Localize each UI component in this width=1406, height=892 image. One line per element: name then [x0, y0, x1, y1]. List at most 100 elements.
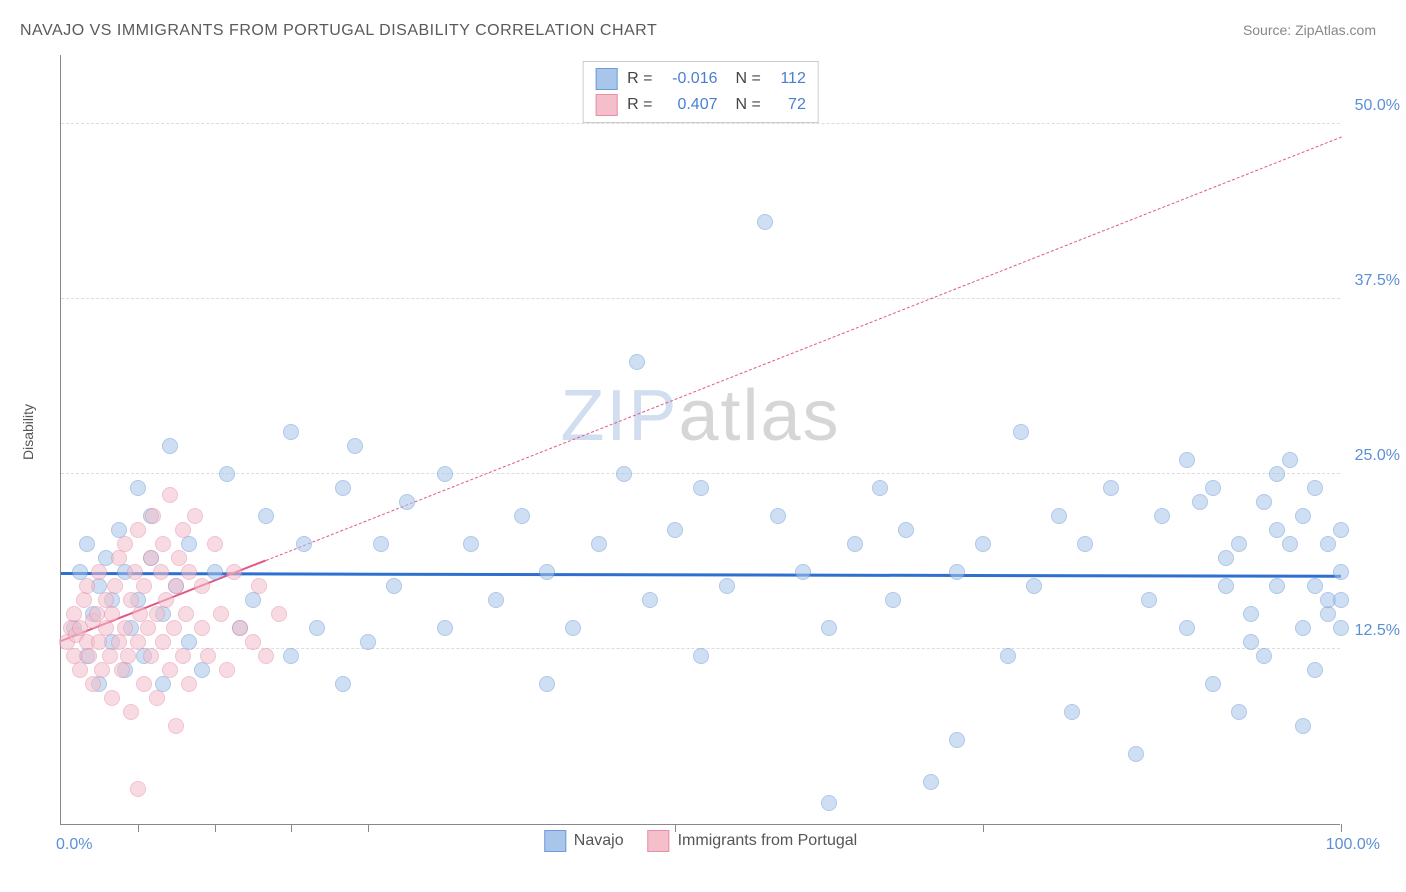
x-tick [1341, 824, 1342, 832]
x-axis-min-label: 0.0% [56, 836, 92, 854]
data-point [1269, 522, 1285, 538]
data-point [104, 606, 120, 622]
data-point [885, 592, 901, 608]
stat-n-label: N = [736, 96, 761, 114]
data-point [347, 438, 363, 454]
data-point [296, 536, 312, 552]
data-point [591, 536, 607, 552]
data-point [1295, 620, 1311, 636]
data-point [514, 508, 530, 524]
stat-n-label: N = [736, 70, 761, 88]
data-point [76, 592, 92, 608]
data-point [143, 550, 159, 566]
data-point [140, 620, 156, 636]
data-point [226, 564, 242, 580]
data-point [463, 536, 479, 552]
data-point [335, 676, 351, 692]
data-point [107, 578, 123, 594]
data-point [949, 564, 965, 580]
stat-legend-row: R =-0.016N =112 [595, 66, 806, 92]
data-point [1320, 606, 1336, 622]
stat-r-label: R = [627, 96, 652, 114]
data-point [693, 480, 709, 496]
data-point [795, 564, 811, 580]
stats-legend: R =-0.016N =112R =0.407N =72 [582, 61, 819, 123]
data-point [136, 578, 152, 594]
data-point [114, 662, 130, 678]
data-point [162, 438, 178, 454]
data-point [72, 662, 88, 678]
data-point [1051, 508, 1067, 524]
y-tick-label: 50.0% [1355, 97, 1400, 115]
data-point [102, 648, 118, 664]
stat-n-value: 112 [771, 70, 806, 88]
data-point [1282, 536, 1298, 552]
data-point [181, 564, 197, 580]
data-point [693, 648, 709, 664]
data-point [1269, 578, 1285, 594]
data-point [923, 774, 939, 790]
legend-swatch [595, 68, 617, 90]
gridline [61, 123, 1340, 124]
data-point [258, 508, 274, 524]
data-point [437, 620, 453, 636]
data-point [187, 508, 203, 524]
x-tick [368, 824, 369, 832]
data-point [1128, 746, 1144, 762]
legend-label: Immigrants from Portugal [678, 832, 858, 850]
data-point [770, 508, 786, 524]
data-point [1333, 592, 1349, 608]
gridline [61, 473, 1340, 474]
data-point [158, 592, 174, 608]
data-point [175, 648, 191, 664]
data-point [488, 592, 504, 608]
data-point [373, 536, 389, 552]
data-point [194, 620, 210, 636]
data-point [1243, 634, 1259, 650]
data-point [1218, 550, 1234, 566]
data-point [616, 466, 632, 482]
data-point [166, 620, 182, 636]
data-point [1231, 536, 1247, 552]
data-point [1205, 676, 1221, 692]
data-point [123, 704, 139, 720]
data-point [175, 522, 191, 538]
data-point [437, 466, 453, 482]
data-point [79, 536, 95, 552]
data-point [194, 662, 210, 678]
data-point [207, 536, 223, 552]
data-point [1141, 592, 1157, 608]
legend-label: Navajo [574, 832, 624, 850]
data-point [245, 592, 261, 608]
stat-r-value: 0.407 [663, 96, 718, 114]
legend-item: Navajo [544, 830, 624, 852]
data-point [145, 508, 161, 524]
x-tick [138, 824, 139, 832]
data-point [898, 522, 914, 538]
data-point [386, 578, 402, 594]
legend-item: Immigrants from Portugal [648, 830, 858, 852]
data-point [155, 634, 171, 650]
data-point [178, 606, 194, 622]
data-point [539, 564, 555, 580]
legend-swatch [595, 94, 617, 116]
data-point [130, 634, 146, 650]
data-point [1333, 522, 1349, 538]
data-point [219, 662, 235, 678]
data-point [1154, 508, 1170, 524]
data-point [117, 536, 133, 552]
data-point [85, 676, 101, 692]
data-point [181, 676, 197, 692]
data-point [1231, 704, 1247, 720]
y-tick-label: 37.5% [1355, 272, 1400, 290]
data-point [232, 620, 248, 636]
data-point [91, 564, 107, 580]
data-point [1320, 536, 1336, 552]
data-point [130, 781, 146, 797]
data-point [130, 480, 146, 496]
data-point [120, 648, 136, 664]
data-point [719, 578, 735, 594]
data-point [539, 676, 555, 692]
data-point [94, 662, 110, 678]
data-point [1026, 578, 1042, 594]
